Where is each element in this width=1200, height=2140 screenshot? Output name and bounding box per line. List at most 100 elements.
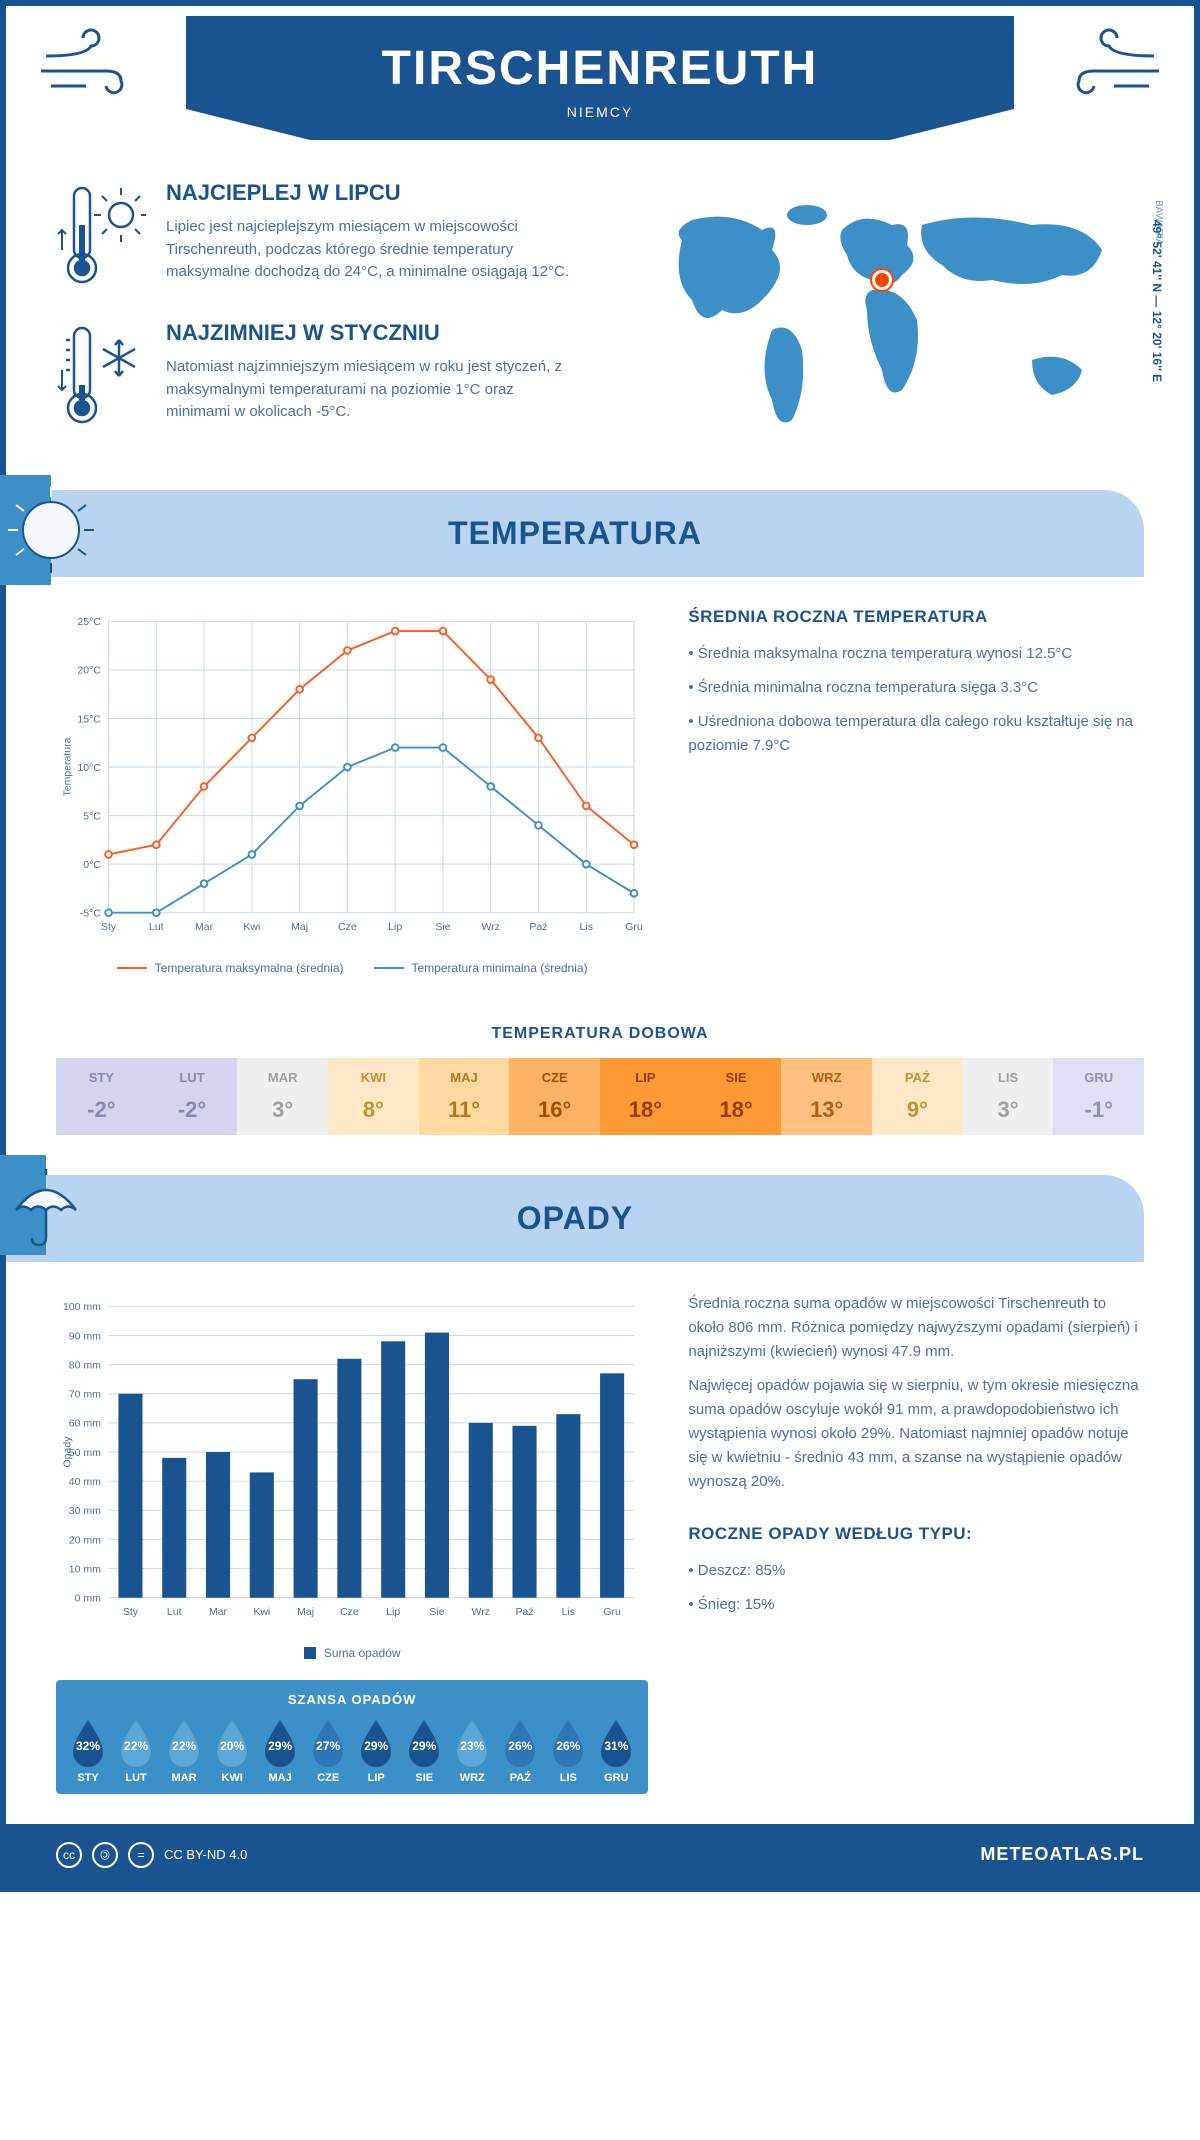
svg-text:Wrz: Wrz (481, 921, 499, 933)
section-precip-header: OPADY (6, 1175, 1144, 1262)
section-precip-title: OPADY (56, 1200, 1094, 1237)
wind-decoration-left-icon (36, 26, 156, 106)
precip-chance-cell: 29% MAJ (258, 1717, 302, 1784)
svg-text:25°C: 25°C (77, 616, 101, 628)
daily-temp-cell: SIE18° (691, 1058, 782, 1135)
precip-chance-cell: 20% KWI (210, 1717, 254, 1784)
svg-text:Maj: Maj (297, 1606, 314, 1618)
precip-chance-cell: 23% WRZ (450, 1717, 494, 1784)
daily-temp-cell: WRZ13° (781, 1058, 872, 1135)
precip-chance-cell: 22% LUT (114, 1717, 158, 1784)
location-coords: 49° 52' 41'' N — 12° 20' 16'' E (1150, 220, 1164, 382)
temperature-line-chart: -5°C 0°C 5°C 10°C 15°C 20°C 25°C Sty Lut Mar Kwi Ma… (56, 607, 648, 951)
temp-chart-legend: Temperatura maksymalna (średnia) Tempera… (56, 961, 648, 975)
svg-text:Opady: Opady (61, 1436, 73, 1468)
daily-temp-cell: CZE16° (509, 1058, 600, 1135)
svg-text:20°C: 20°C (77, 665, 101, 677)
cc-nd-icon: = (128, 1842, 154, 1868)
svg-text:20 mm: 20 mm (69, 1534, 101, 1546)
svg-text:80 mm: 80 mm (69, 1359, 101, 1371)
daily-temp-cell: KWI8° (328, 1058, 419, 1135)
temp-annual-title: ŚREDNIA ROCZNA TEMPERATURA (688, 607, 1144, 627)
svg-text:Kwi: Kwi (253, 1606, 270, 1618)
precip-type-list: Deszcz: 85%Śnieg: 15% (688, 1559, 1144, 1617)
svg-text:Gru: Gru (603, 1606, 621, 1618)
svg-text:-5°C: -5°C (80, 908, 102, 920)
cc-by-icon: 🄯 (92, 1842, 118, 1868)
svg-text:15°C: 15°C (77, 713, 101, 725)
svg-text:40 mm: 40 mm (69, 1476, 101, 1488)
daily-temp-cell: LIP18° (600, 1058, 691, 1135)
svg-text:Lis: Lis (580, 921, 593, 933)
site-name: METEOATLAS.PL (980, 1844, 1144, 1865)
svg-text:90 mm: 90 mm (69, 1330, 101, 1342)
svg-text:5°C: 5°C (83, 810, 101, 822)
svg-text:Kwi: Kwi (243, 921, 260, 933)
page-subtitle: NIEMCY (206, 104, 994, 120)
precip-chance-cell: 32% STY (66, 1717, 110, 1784)
svg-text:Lip: Lip (388, 921, 402, 933)
svg-text:Paź: Paź (529, 921, 547, 933)
precip-chance-cell: 22% MAR (162, 1717, 206, 1784)
page-header: TIRSCHENREUTH NIEMCY (186, 16, 1014, 140)
fact-coldest: NAJZIMNIEJ W STYCZNIU Natomiast najzimni… (56, 320, 580, 430)
svg-text:Sty: Sty (123, 1606, 139, 1618)
svg-text:60 mm: 60 mm (69, 1418, 101, 1430)
svg-text:70 mm: 70 mm (69, 1389, 101, 1401)
svg-text:100 mm: 100 mm (63, 1301, 101, 1313)
svg-text:Sty: Sty (101, 921, 117, 933)
fact-cold-text: Natomiast najzimniejszym miesiącem w rok… (166, 356, 580, 424)
daily-temp-cell: GRU-1° (1053, 1058, 1144, 1135)
precipitation-bar-chart: 0 mm 10 mm 20 mm 30 mm 40 mm 50 mm 60 mm 70 mm 8… (56, 1292, 648, 1636)
svg-text:Sie: Sie (429, 1606, 444, 1618)
svg-text:Lip: Lip (386, 1606, 400, 1618)
page-title: TIRSCHENREUTH (206, 41, 994, 96)
precip-chart-legend: Suma opadów (56, 1646, 648, 1660)
location-pin-icon (872, 270, 892, 290)
svg-text:Maj: Maj (291, 921, 308, 933)
daily-temp-cell: MAJ11° (419, 1058, 510, 1135)
svg-text:Temperatura: Temperatura (61, 737, 73, 796)
page-footer: cc 🄯 = CC BY-ND 4.0 METEOATLAS.PL (6, 1824, 1194, 1886)
temp-annual-list: Średnia maksymalna roczna temperatura wy… (688, 642, 1144, 758)
world-map (620, 180, 1144, 460)
daily-temp-cell: STY-2° (56, 1058, 147, 1135)
svg-text:Wrz: Wrz (472, 1606, 490, 1618)
fact-hottest: NAJCIEPLEJ W LIPCU Lipiec jest najcieple… (56, 180, 580, 290)
cc-icon: cc (56, 1842, 82, 1868)
svg-text:Lut: Lut (149, 921, 164, 933)
svg-text:Gru: Gru (625, 921, 643, 933)
precip-text-2: Najwięcej opadów pojawia się w sierpniu,… (688, 1374, 1144, 1494)
precip-chance-cell: 27% CZE (306, 1717, 350, 1784)
thermometer-cold-icon (56, 320, 146, 430)
license-text: CC BY-ND 4.0 (164, 1847, 247, 1862)
section-temperature-title: TEMPERATURA (56, 515, 1094, 552)
svg-text:0 mm: 0 mm (75, 1592, 102, 1604)
svg-text:Cze: Cze (340, 1606, 359, 1618)
thermometer-hot-icon (56, 180, 146, 290)
wind-decoration-right-icon (1044, 26, 1164, 106)
daily-temp-table: STY-2° LUT-2° MAR3° KWI8° MAJ11° CZE16° … (56, 1058, 1144, 1135)
precip-chance-cell: 29% LIP (354, 1717, 398, 1784)
svg-text:Mar: Mar (195, 921, 214, 933)
fact-hot-title: NAJCIEPLEJ W LIPCU (166, 180, 580, 206)
svg-text:50 mm: 50 mm (69, 1447, 101, 1459)
svg-text:0°C: 0°C (83, 859, 101, 871)
umbrella-icon (0, 1155, 96, 1255)
precip-chance-cell: 26% PAŹ (498, 1717, 542, 1784)
section-temperature-header: TEMPERATURA (6, 490, 1144, 577)
precip-chance-table: SZANSA OPADÓW 32% STY 22% LUT 22% MAR 20… (56, 1680, 648, 1794)
svg-text:Cze: Cze (338, 921, 357, 933)
svg-text:10 mm: 10 mm (69, 1563, 101, 1575)
svg-text:Paź: Paź (515, 1606, 533, 1618)
svg-text:Lis: Lis (562, 1606, 575, 1618)
daily-temp-cell: PAŹ9° (872, 1058, 963, 1135)
daily-temp-cell: LIS3° (963, 1058, 1054, 1135)
daily-temp-cell: MAR3° (237, 1058, 328, 1135)
sun-icon (0, 475, 106, 585)
svg-text:10°C: 10°C (77, 762, 101, 774)
svg-text:Sie: Sie (435, 921, 450, 933)
precip-type-title: ROCZNE OPADY WEDŁUG TYPU: (688, 1524, 1144, 1544)
svg-text:30 mm: 30 mm (69, 1505, 101, 1517)
precip-chance-cell: 29% SIE (402, 1717, 446, 1784)
